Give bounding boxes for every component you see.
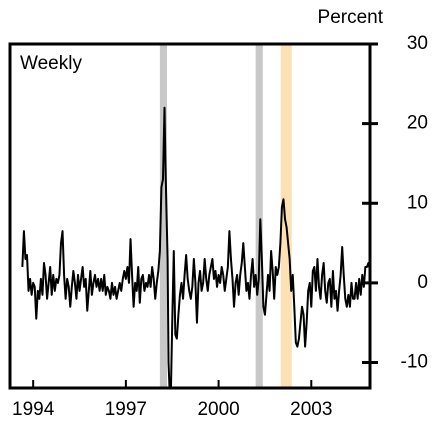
y-tick-label: -10 <box>401 352 428 373</box>
x-tick-label: 1994 <box>12 399 55 420</box>
data-line <box>21 106 370 388</box>
lines <box>21 106 370 388</box>
shaded-band <box>255 44 263 388</box>
shaded-band <box>159 44 167 388</box>
shaded-band <box>280 44 292 388</box>
plot-frame <box>8 42 372 390</box>
y-tick-label: 20 <box>407 113 428 134</box>
y-axis-label: Percent <box>318 7 384 28</box>
x-tick-label: 1997 <box>105 399 147 420</box>
y-tick-label: 10 <box>407 192 428 213</box>
y-tick-label: 0 <box>417 272 428 293</box>
y-tick-label: 30 <box>407 33 428 54</box>
x-tick-label: 2000 <box>197 399 239 420</box>
shaded-regions <box>159 44 292 388</box>
annotation: Weekly <box>20 53 82 74</box>
x-tick-label: 2003 <box>290 399 332 420</box>
